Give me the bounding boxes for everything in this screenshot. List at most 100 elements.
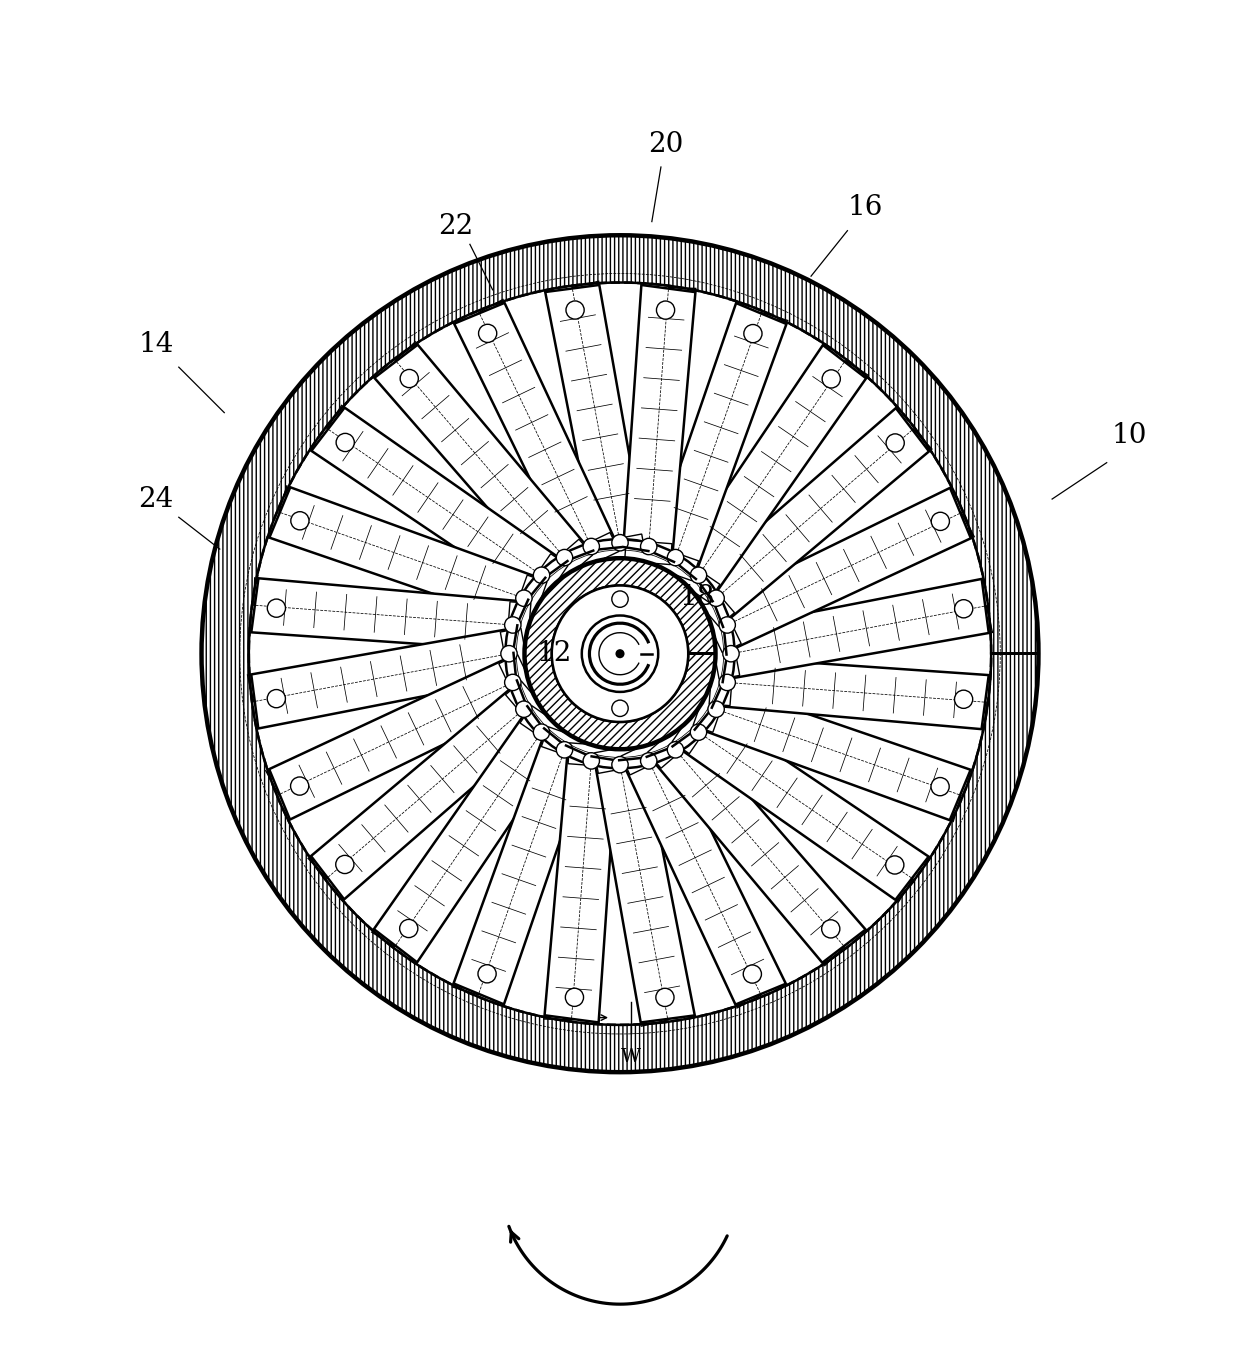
Polygon shape	[568, 742, 615, 767]
Polygon shape	[595, 761, 694, 1023]
Circle shape	[708, 590, 724, 606]
Circle shape	[477, 964, 496, 983]
Circle shape	[268, 599, 285, 617]
Polygon shape	[624, 285, 696, 556]
Polygon shape	[454, 734, 588, 1004]
Polygon shape	[596, 534, 646, 563]
Circle shape	[744, 324, 763, 343]
Circle shape	[501, 646, 517, 662]
Circle shape	[885, 855, 904, 874]
Circle shape	[401, 369, 418, 388]
Polygon shape	[709, 658, 734, 706]
Circle shape	[399, 919, 418, 937]
Polygon shape	[525, 554, 568, 603]
Polygon shape	[728, 579, 988, 680]
Polygon shape	[252, 579, 522, 650]
Circle shape	[667, 549, 683, 565]
Polygon shape	[546, 285, 645, 546]
Circle shape	[533, 567, 549, 583]
Circle shape	[533, 725, 549, 741]
Circle shape	[656, 301, 675, 319]
Polygon shape	[701, 686, 971, 820]
Circle shape	[557, 549, 573, 565]
Polygon shape	[594, 745, 644, 774]
Polygon shape	[672, 704, 715, 753]
Circle shape	[290, 776, 309, 795]
Polygon shape	[498, 655, 537, 706]
Polygon shape	[625, 541, 672, 565]
Circle shape	[479, 324, 497, 342]
Circle shape	[743, 964, 761, 983]
Polygon shape	[374, 345, 588, 573]
Polygon shape	[252, 628, 512, 729]
Circle shape	[691, 725, 707, 741]
Circle shape	[557, 742, 573, 759]
Circle shape	[822, 370, 841, 388]
Polygon shape	[718, 658, 988, 729]
Circle shape	[723, 646, 739, 662]
Polygon shape	[652, 304, 786, 573]
Polygon shape	[542, 727, 591, 761]
Polygon shape	[649, 546, 698, 580]
Polygon shape	[647, 722, 696, 768]
Circle shape	[565, 989, 584, 1007]
Polygon shape	[269, 488, 539, 621]
Polygon shape	[512, 575, 547, 625]
Polygon shape	[671, 558, 720, 602]
Text: W: W	[621, 1047, 641, 1065]
Circle shape	[691, 567, 707, 583]
Polygon shape	[621, 737, 671, 775]
Circle shape	[336, 855, 353, 873]
Circle shape	[583, 753, 599, 770]
Circle shape	[641, 538, 657, 554]
Circle shape	[611, 756, 629, 772]
Text: 20: 20	[647, 131, 683, 158]
Circle shape	[611, 591, 629, 607]
Polygon shape	[311, 407, 562, 595]
Circle shape	[931, 512, 950, 530]
Polygon shape	[569, 533, 619, 571]
Polygon shape	[525, 558, 715, 749]
Circle shape	[719, 617, 735, 633]
Circle shape	[516, 701, 532, 718]
Polygon shape	[544, 752, 616, 1023]
Text: 12: 12	[537, 640, 572, 667]
Polygon shape	[688, 577, 734, 627]
Polygon shape	[701, 409, 929, 621]
Polygon shape	[506, 681, 552, 730]
Text: 18: 18	[680, 584, 715, 610]
Circle shape	[667, 742, 683, 759]
Circle shape	[955, 691, 972, 708]
Polygon shape	[520, 706, 569, 749]
Polygon shape	[506, 602, 531, 650]
Circle shape	[516, 590, 532, 606]
Circle shape	[611, 700, 629, 716]
Circle shape	[615, 650, 625, 658]
Text: 10: 10	[1112, 422, 1147, 449]
Circle shape	[291, 512, 309, 530]
Polygon shape	[678, 345, 866, 595]
Text: 14: 14	[139, 331, 174, 358]
Polygon shape	[454, 302, 616, 556]
Text: 16: 16	[848, 195, 883, 222]
Circle shape	[719, 674, 735, 691]
Circle shape	[565, 301, 584, 319]
Circle shape	[708, 701, 724, 718]
Circle shape	[611, 534, 629, 550]
Circle shape	[955, 599, 972, 618]
Text: 24: 24	[139, 486, 174, 512]
Text: 22: 22	[439, 212, 474, 240]
Circle shape	[552, 586, 688, 722]
Polygon shape	[202, 236, 1038, 1072]
Polygon shape	[711, 631, 740, 680]
Polygon shape	[678, 712, 929, 900]
Polygon shape	[652, 734, 866, 963]
Circle shape	[822, 919, 839, 938]
Polygon shape	[500, 628, 529, 677]
Circle shape	[641, 753, 657, 770]
Polygon shape	[269, 658, 522, 820]
Circle shape	[505, 617, 521, 633]
Polygon shape	[718, 488, 971, 650]
Circle shape	[931, 778, 949, 795]
Circle shape	[582, 616, 658, 692]
